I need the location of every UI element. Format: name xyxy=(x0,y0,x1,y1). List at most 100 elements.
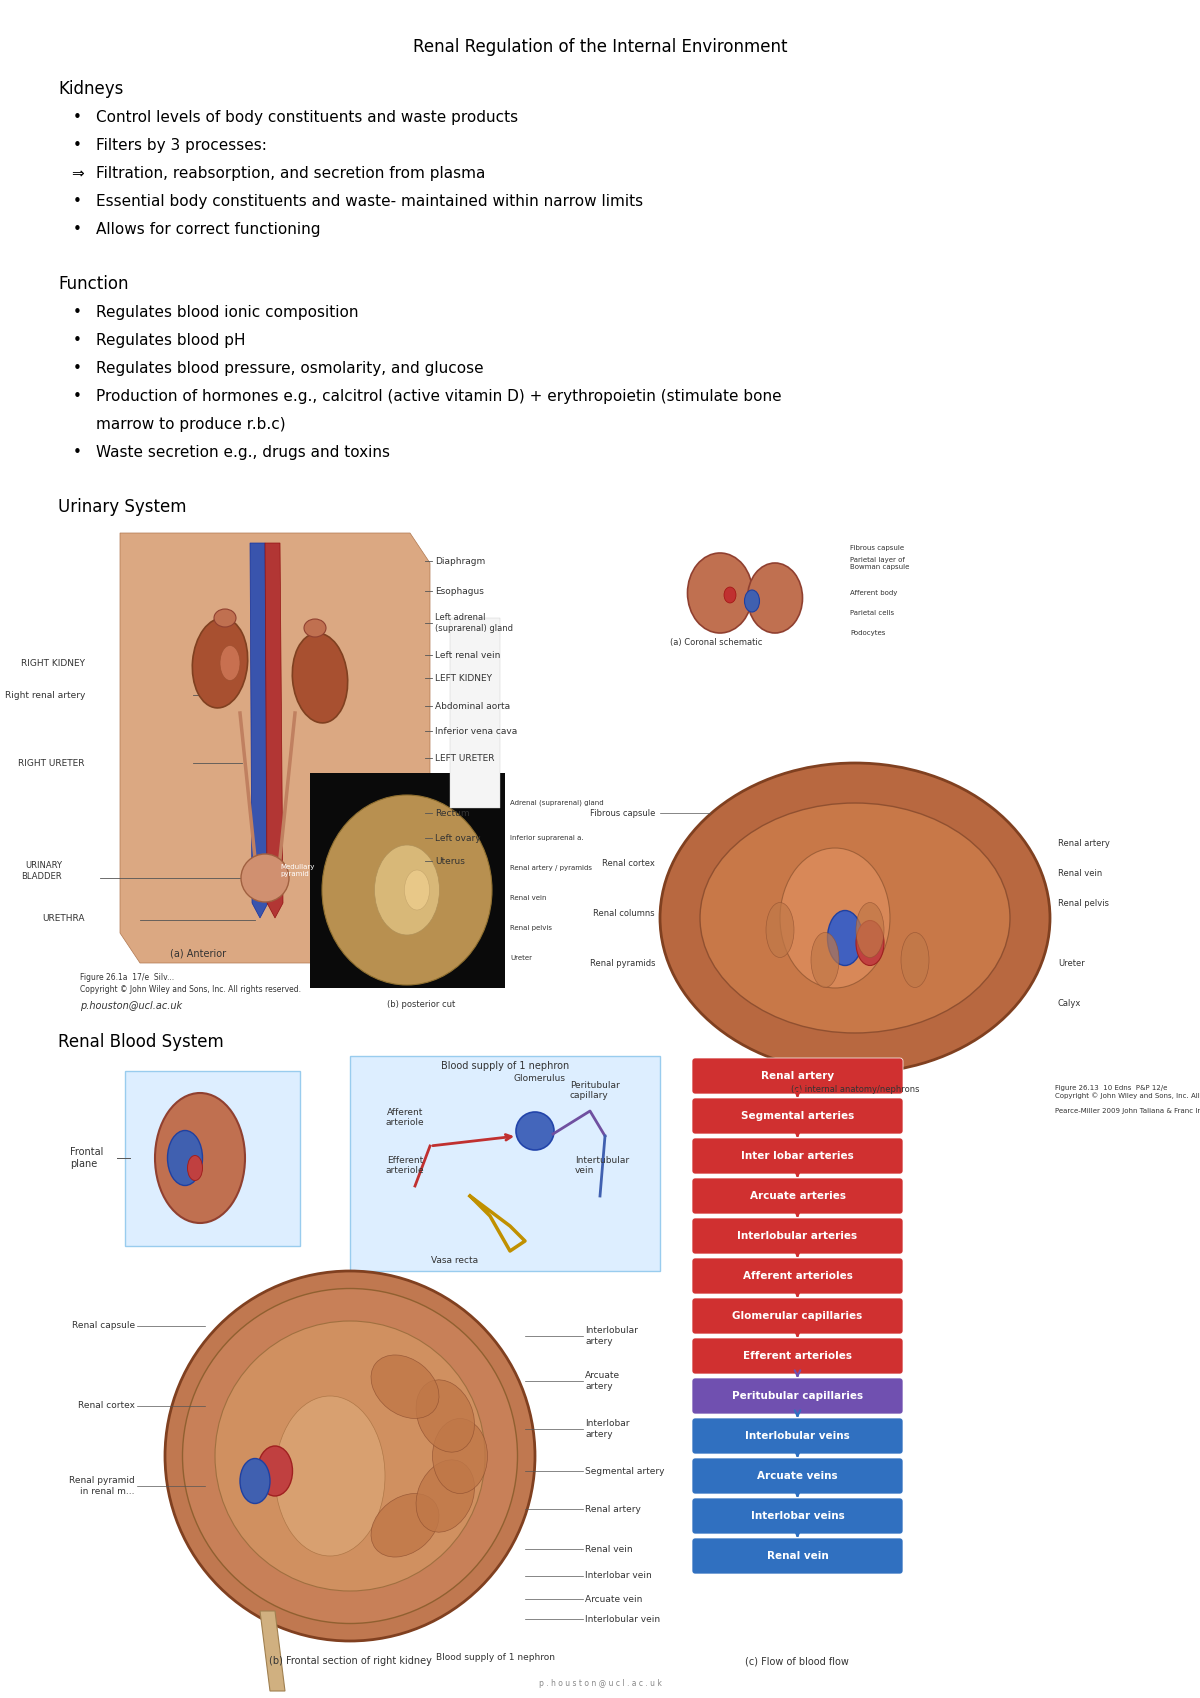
Text: Ureter: Ureter xyxy=(510,954,532,961)
Text: Rectum: Rectum xyxy=(436,808,469,817)
Text: Blood supply of 1 nephron: Blood supply of 1 nephron xyxy=(436,1652,554,1662)
FancyBboxPatch shape xyxy=(692,1217,904,1255)
Text: Interlobar vein: Interlobar vein xyxy=(586,1572,652,1581)
Text: Glomerular capillaries: Glomerular capillaries xyxy=(732,1311,863,1321)
Text: Frontal
plane: Frontal plane xyxy=(70,1148,103,1168)
Text: (c) internal anatomy/nephrons: (c) internal anatomy/nephrons xyxy=(791,1085,919,1094)
Text: Vasa recta: Vasa recta xyxy=(432,1257,479,1265)
Text: Efferent arterioles: Efferent arterioles xyxy=(743,1352,852,1362)
Text: Copyright © John Wiley and Sons, Inc. All rights reserved.: Copyright © John Wiley and Sons, Inc. Al… xyxy=(80,985,301,993)
Text: Afferent body: Afferent body xyxy=(850,589,898,596)
Text: Inferior vena cava: Inferior vena cava xyxy=(436,727,517,735)
Text: Filtration, reabsorption, and secretion from plasma: Filtration, reabsorption, and secretion … xyxy=(96,166,485,182)
Text: (a) Anterior: (a) Anterior xyxy=(170,947,226,958)
Text: Renal vein: Renal vein xyxy=(767,1550,828,1560)
Text: •: • xyxy=(73,138,82,153)
Text: Left adrenal
(suprarenal) gland: Left adrenal (suprarenal) gland xyxy=(436,613,514,633)
Text: Arcuate vein: Arcuate vein xyxy=(586,1594,642,1603)
Ellipse shape xyxy=(275,1396,385,1555)
Text: Renal vein: Renal vein xyxy=(510,895,546,902)
Ellipse shape xyxy=(215,1321,485,1591)
FancyBboxPatch shape xyxy=(350,1056,660,1272)
Ellipse shape xyxy=(214,610,236,627)
Text: Segmental artery: Segmental artery xyxy=(586,1467,665,1476)
Text: Left ovary: Left ovary xyxy=(436,834,481,842)
Ellipse shape xyxy=(304,620,326,637)
Polygon shape xyxy=(265,543,283,919)
FancyBboxPatch shape xyxy=(450,618,500,808)
Text: p . h o u s t o n @ u c l . a c . u k: p . h o u s t o n @ u c l . a c . u k xyxy=(539,1679,661,1688)
Text: •: • xyxy=(73,194,82,209)
Text: Renal artery: Renal artery xyxy=(586,1504,641,1513)
FancyBboxPatch shape xyxy=(692,1178,904,1214)
Ellipse shape xyxy=(516,1112,554,1150)
Ellipse shape xyxy=(416,1380,474,1452)
Text: •: • xyxy=(73,306,82,319)
FancyBboxPatch shape xyxy=(692,1058,904,1094)
Text: Renal artery / pyramids: Renal artery / pyramids xyxy=(510,864,592,871)
Ellipse shape xyxy=(856,903,884,958)
Text: Waste secretion e.g., drugs and toxins: Waste secretion e.g., drugs and toxins xyxy=(96,445,390,460)
Text: Pearce-Miller 2009 John Taliana & Franc Inc: Pearce-Miller 2009 John Taliana & Franc … xyxy=(1055,1109,1200,1114)
Ellipse shape xyxy=(371,1494,439,1557)
Text: Renal vein: Renal vein xyxy=(586,1545,632,1554)
Text: Intertubular
vein: Intertubular vein xyxy=(575,1156,629,1175)
Text: Left renal vein: Left renal vein xyxy=(436,650,500,659)
Text: Arcuate veins: Arcuate veins xyxy=(757,1470,838,1481)
Text: •: • xyxy=(73,362,82,375)
FancyBboxPatch shape xyxy=(692,1538,904,1574)
Text: Interlobar veins: Interlobar veins xyxy=(751,1511,845,1521)
Text: LEFT URETER: LEFT URETER xyxy=(436,754,494,762)
Text: Uterus: Uterus xyxy=(436,856,464,866)
Text: Arcuate arteries: Arcuate arteries xyxy=(750,1190,846,1200)
Text: Regulates blood pH: Regulates blood pH xyxy=(96,333,246,348)
Ellipse shape xyxy=(901,932,929,988)
Text: Peritubular capillaries: Peritubular capillaries xyxy=(732,1391,863,1401)
Ellipse shape xyxy=(192,618,247,708)
Text: Renal pelvis: Renal pelvis xyxy=(510,925,552,931)
Ellipse shape xyxy=(828,910,863,966)
Text: Renal columns: Renal columns xyxy=(593,908,655,917)
Text: Interlobular
artery: Interlobular artery xyxy=(586,1326,638,1347)
Text: Function: Function xyxy=(58,275,128,294)
Text: Peritubular
capillary: Peritubular capillary xyxy=(570,1082,619,1100)
Text: Production of hormones e.g., calcitrol (active vitamin D) + erythropoietin (stim: Production of hormones e.g., calcitrol (… xyxy=(96,389,781,404)
Text: (b) posterior cut: (b) posterior cut xyxy=(386,1000,455,1009)
Ellipse shape xyxy=(220,645,240,681)
Ellipse shape xyxy=(780,847,890,988)
FancyBboxPatch shape xyxy=(310,773,505,988)
Text: (a) Coronal schematic: (a) Coronal schematic xyxy=(670,638,762,647)
Text: Figure 26.13  10 Edns  P&P 12/e
Copyright © John Wiley and Sons, Inc. All rights: Figure 26.13 10 Edns P&P 12/e Copyright … xyxy=(1055,1085,1200,1099)
Text: Podocytes: Podocytes xyxy=(850,630,886,637)
Ellipse shape xyxy=(660,762,1050,1073)
Ellipse shape xyxy=(700,803,1010,1032)
Ellipse shape xyxy=(748,564,803,633)
Text: Efferent
arteriole: Efferent arteriole xyxy=(385,1156,425,1175)
Text: (b) Frontal section of right kidney: (b) Frontal section of right kidney xyxy=(269,1656,432,1666)
Text: RIGHT URETER: RIGHT URETER xyxy=(18,759,85,767)
Ellipse shape xyxy=(166,1272,535,1640)
FancyBboxPatch shape xyxy=(692,1338,904,1374)
Text: ⇒: ⇒ xyxy=(71,166,84,182)
Text: Figure 26.1a  17/e  Silv...: Figure 26.1a 17/e Silv... xyxy=(80,973,174,981)
FancyBboxPatch shape xyxy=(692,1498,904,1533)
Text: Renal vein: Renal vein xyxy=(1058,868,1103,878)
Ellipse shape xyxy=(293,633,348,723)
Text: Renal pyramids: Renal pyramids xyxy=(589,958,655,968)
Text: Fibrous capsule: Fibrous capsule xyxy=(589,808,655,817)
Text: Fibrous capsule: Fibrous capsule xyxy=(850,545,904,550)
Text: Renal Regulation of the Internal Environment: Renal Regulation of the Internal Environ… xyxy=(413,37,787,56)
Text: LEFT KIDNEY: LEFT KIDNEY xyxy=(436,674,492,683)
Text: Renal pyramid
in renal m...: Renal pyramid in renal m... xyxy=(70,1476,134,1496)
Text: Renal cortex: Renal cortex xyxy=(602,859,655,868)
Polygon shape xyxy=(260,1611,286,1691)
FancyBboxPatch shape xyxy=(692,1379,904,1414)
Ellipse shape xyxy=(371,1355,439,1418)
Text: Segmental arteries: Segmental arteries xyxy=(740,1110,854,1121)
Polygon shape xyxy=(120,533,430,963)
Text: Blood supply of 1 nephron: Blood supply of 1 nephron xyxy=(440,1061,569,1071)
FancyBboxPatch shape xyxy=(125,1071,300,1246)
Text: Parietal cells: Parietal cells xyxy=(850,610,894,616)
FancyBboxPatch shape xyxy=(692,1459,904,1494)
Text: •: • xyxy=(73,389,82,404)
